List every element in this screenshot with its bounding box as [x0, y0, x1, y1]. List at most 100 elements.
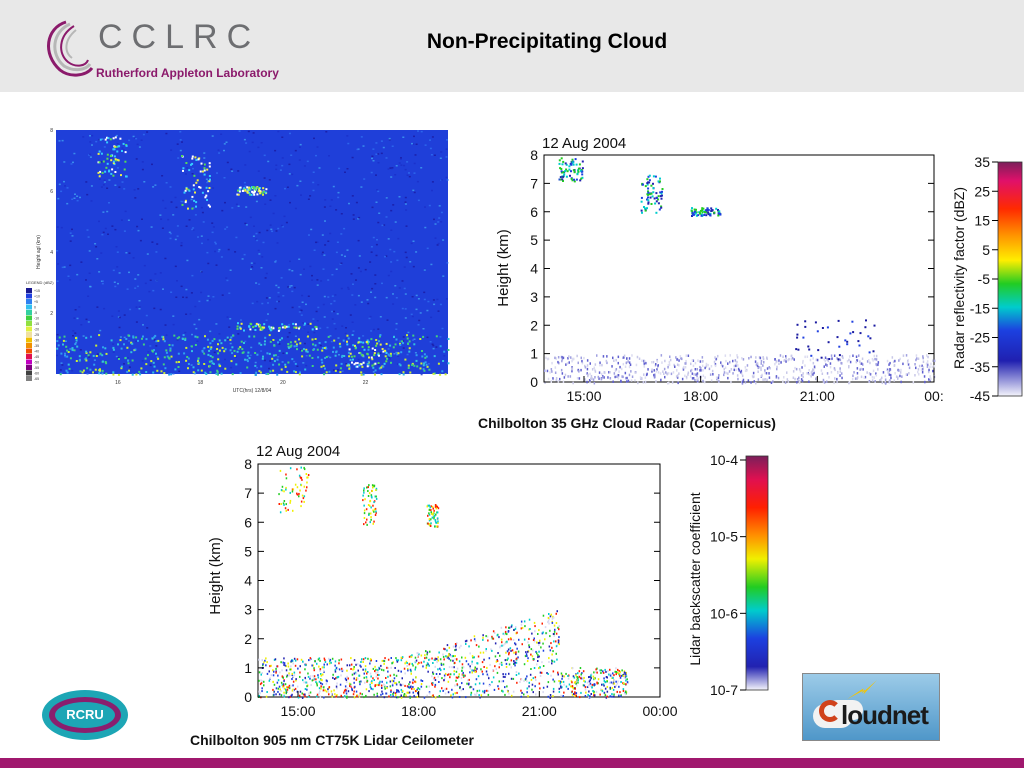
noise-speck	[60, 190, 63, 193]
noise-speck	[372, 236, 375, 239]
lidar-echo	[562, 695, 564, 697]
noise-speck	[371, 157, 373, 160]
lidar-echo	[265, 695, 268, 698]
noise-speck	[314, 339, 316, 342]
lidar-echo	[442, 655, 445, 658]
noise-speck	[255, 232, 258, 235]
radar-echo	[623, 356, 625, 359]
radar-echo	[684, 374, 686, 378]
radar-echo	[571, 366, 573, 369]
noise-speck	[407, 331, 410, 334]
lidar-echo	[537, 633, 539, 635]
lidar-echo	[537, 656, 539, 659]
boundary-layer-echo	[416, 365, 419, 368]
radar-echo	[886, 368, 889, 371]
lidar-echo	[504, 642, 506, 645]
radar-cloud-echo	[709, 214, 712, 217]
radar-echo	[863, 376, 866, 379]
lidar-echo	[428, 664, 430, 667]
lidar-echo	[323, 657, 326, 660]
radar-echo	[762, 378, 764, 381]
lidar-echo	[460, 644, 462, 647]
noise-speck	[313, 249, 316, 251]
radar-cloud-echo	[653, 197, 656, 200]
lidar-echo	[322, 689, 325, 692]
lidar-echo	[498, 666, 500, 669]
noise-speck	[384, 255, 386, 258]
boundary-layer-echo	[379, 334, 382, 336]
noise-speck	[288, 323, 291, 326]
lidar-echo	[385, 677, 387, 679]
noise-speck	[378, 212, 381, 214]
noise-speck	[217, 250, 220, 253]
cloud-echo	[272, 327, 275, 330]
boundary-layer-echo	[294, 340, 297, 343]
noise-speck	[374, 283, 377, 285]
noise-speck	[398, 287, 401, 289]
lidar-echo	[502, 673, 504, 676]
radar-echo	[929, 379, 931, 382]
radar-echo	[790, 358, 793, 361]
lidar-echo	[407, 669, 409, 672]
radar-echo	[675, 356, 677, 359]
lidar-echo	[308, 659, 310, 662]
noise-speck	[445, 176, 448, 179]
lidar-echo	[555, 622, 558, 624]
boundary-layer-echo	[398, 363, 401, 366]
lidar-echo	[275, 667, 277, 670]
lidar-echo	[409, 695, 411, 698]
radar-cloud-echo	[573, 178, 575, 181]
lidar-echo	[298, 694, 301, 697]
cloud-echo	[359, 352, 362, 355]
lidar-cloud-echo	[281, 489, 284, 492]
lidar-echo	[334, 693, 336, 696]
lidar-echo	[443, 668, 445, 671]
radar-cloud-echo	[659, 180, 661, 183]
cloud-echo	[356, 362, 359, 365]
noise-speck	[206, 181, 209, 184]
boundary-layer-echo	[130, 341, 133, 344]
noise-speck	[338, 167, 341, 170]
noise-speck	[352, 283, 354, 285]
boundary-layer-echo	[182, 334, 185, 337]
lidar-cloud-echo	[367, 495, 370, 497]
cloud-echo	[98, 161, 101, 164]
noise-speck	[274, 261, 277, 263]
noise-speck	[188, 219, 191, 221]
boundary-layer-echo	[95, 355, 98, 357]
lidar-echo	[428, 685, 430, 688]
radar-echo	[822, 378, 825, 382]
legend-label: -65	[34, 377, 39, 381]
noise-speck	[375, 174, 377, 176]
lidar-echo	[512, 677, 515, 680]
boundary-layer-echo	[280, 368, 283, 371]
lidar-echo	[546, 685, 549, 688]
boundary-layer-echo	[221, 346, 224, 349]
lidar-echo	[514, 643, 517, 646]
noise-speck	[313, 331, 316, 334]
noise-speck	[351, 195, 354, 197]
lidar-echo	[322, 686, 325, 689]
radar-echo	[877, 368, 879, 371]
radar-echo	[806, 372, 808, 375]
noise-speck	[441, 327, 444, 330]
radar-echo	[614, 375, 616, 379]
lidar-echo	[592, 675, 595, 678]
y-tick-label: 2	[244, 631, 252, 647]
radar-echo	[694, 368, 697, 371]
lidar-echo	[495, 668, 498, 671]
noise-speck	[57, 263, 60, 265]
boundary-layer-echo	[93, 363, 96, 366]
noise-speck	[80, 324, 83, 326]
lidar-echo	[587, 685, 590, 688]
lidar-echo	[261, 680, 263, 683]
radar-echo	[735, 361, 738, 365]
radar-echo	[892, 360, 895, 364]
lidar-cloud-echo	[279, 511, 282, 514]
radar-echo	[720, 363, 723, 367]
radar-echo	[768, 366, 770, 369]
lidar-echo	[551, 662, 553, 665]
noise-speck	[438, 205, 441, 207]
radar-echo	[783, 376, 785, 379]
lidar-echo	[292, 684, 294, 687]
